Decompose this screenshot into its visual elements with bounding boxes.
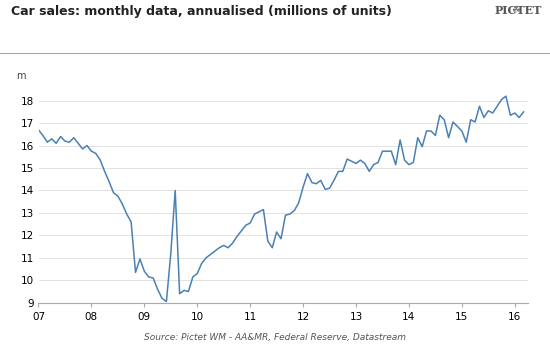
- Text: m: m: [16, 71, 26, 81]
- Text: Source: Pictet WM - AA&MR, Federal Reserve, Datastream: Source: Pictet WM - AA&MR, Federal Reser…: [144, 333, 406, 342]
- Text: Polar Vortex: Polar Vortex: [0, 343, 1, 344]
- Text: ☘: ☘: [511, 5, 520, 15]
- Text: Car sales: monthly data, annualised (millions of units): Car sales: monthly data, annualised (mil…: [11, 5, 392, 18]
- Text: Japanese disaster: Japanese disaster: [0, 343, 1, 344]
- Text: PICTET: PICTET: [494, 5, 542, 16]
- Text: Cash for clunkers: Cash for clunkers: [0, 343, 1, 344]
- Text: Inclement weather: Inclement weather: [0, 343, 1, 344]
